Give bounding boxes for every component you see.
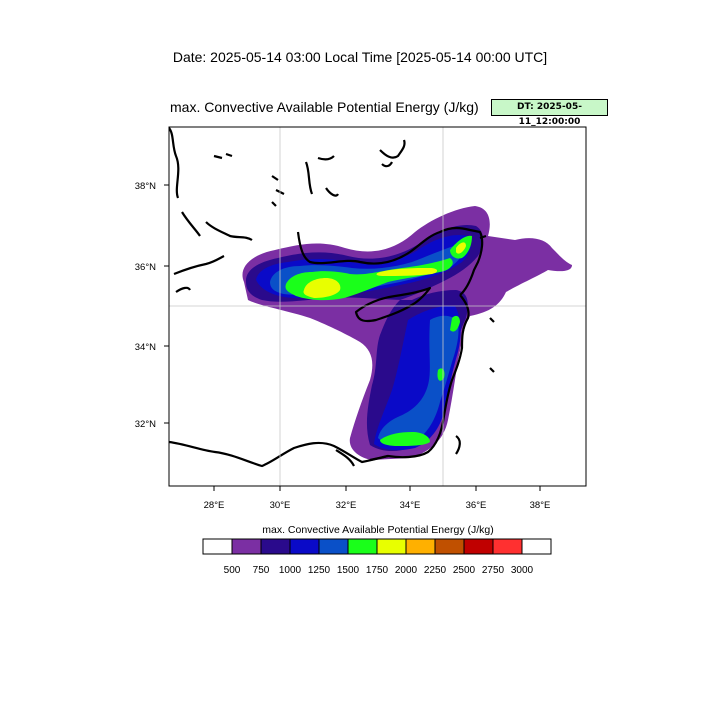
lon-tick-label: 28°E: [204, 500, 225, 511]
coastline-turkey: [296, 226, 484, 296]
coastlines: [169, 127, 495, 468]
lat-tick-labels: 38°N 36°N 34°N 32°N: [135, 181, 156, 430]
grid: [169, 127, 586, 486]
lat-tick-label: 34°N: [135, 342, 156, 353]
lon-tick-labels: 28°E 30°E 32°E 34°E 36°E 38°E: [204, 500, 551, 511]
lon-tick-label: 36°E: [466, 500, 487, 511]
colorbar-level-label: 1000: [279, 565, 302, 576]
coastline-cyprus: [354, 286, 432, 323]
colorbar-level-label: 500: [224, 565, 241, 576]
colorbar-level-label: 2750: [482, 565, 505, 576]
colorbar-swatch: [347, 538, 378, 555]
coastline-sinai-islands: [335, 367, 495, 467]
date-title: Date: 2025-05-14 03:00 Local Time [2025-…: [172, 49, 548, 65]
dt-badge: DT: 2025-05-11_12:00:00: [491, 99, 608, 127]
coastline-crete: [173, 255, 225, 293]
colorbar: 500 750 1000 1250 1500 1750 2000 2250 2500 2750 30…: [202, 538, 552, 576]
lat-tick-label: 38°N: [135, 181, 156, 192]
colorbar-swatch: [492, 538, 523, 555]
colorbar-swatch: [202, 538, 233, 555]
lon-tick-label: 38°E: [530, 500, 551, 511]
colorbar-swatch: [521, 538, 552, 555]
coastline-egypt: [169, 440, 389, 468]
colorbar-swatch: [405, 538, 436, 555]
colorbar-swatch: [463, 538, 494, 555]
colorbar-level-label: 1250: [308, 565, 331, 576]
colorbar-level-label: 1500: [337, 565, 360, 576]
map-title: max. Convective Available Potential Ener…: [170, 99, 479, 115]
axis-ticks: [164, 184, 541, 491]
cape-level-1750: [303, 242, 466, 298]
colorbar-swatch: [434, 538, 465, 555]
lon-tick-label: 32°E: [336, 500, 357, 511]
colorbar-level-label: 3000: [511, 565, 534, 576]
colorbar-level-label: 2500: [453, 565, 476, 576]
lat-tick-label: 36°N: [135, 262, 156, 273]
coastline-levant: [369, 294, 470, 462]
colorbar-swatch: [376, 538, 407, 555]
colorbar-swatch: [260, 538, 291, 555]
lon-tick-label: 34°E: [400, 500, 421, 511]
colorbar-swatch: [231, 538, 262, 555]
lon-tick-label: 30°E: [270, 500, 291, 511]
colorbar-level-label: 2250: [424, 565, 447, 576]
colorbar-swatch: [318, 538, 349, 555]
colorbar-level-label: 1750: [366, 565, 389, 576]
colorbar-title: max. Convective Available Potential Ener…: [262, 524, 494, 536]
colorbar-level-label: 750: [253, 565, 270, 576]
map-frame: [168, 126, 587, 487]
colorbar-level-label: 2000: [395, 565, 418, 576]
cape-field: [242, 206, 572, 460]
lat-tick-label: 32°N: [135, 419, 156, 430]
colorbar-swatch: [289, 538, 320, 555]
